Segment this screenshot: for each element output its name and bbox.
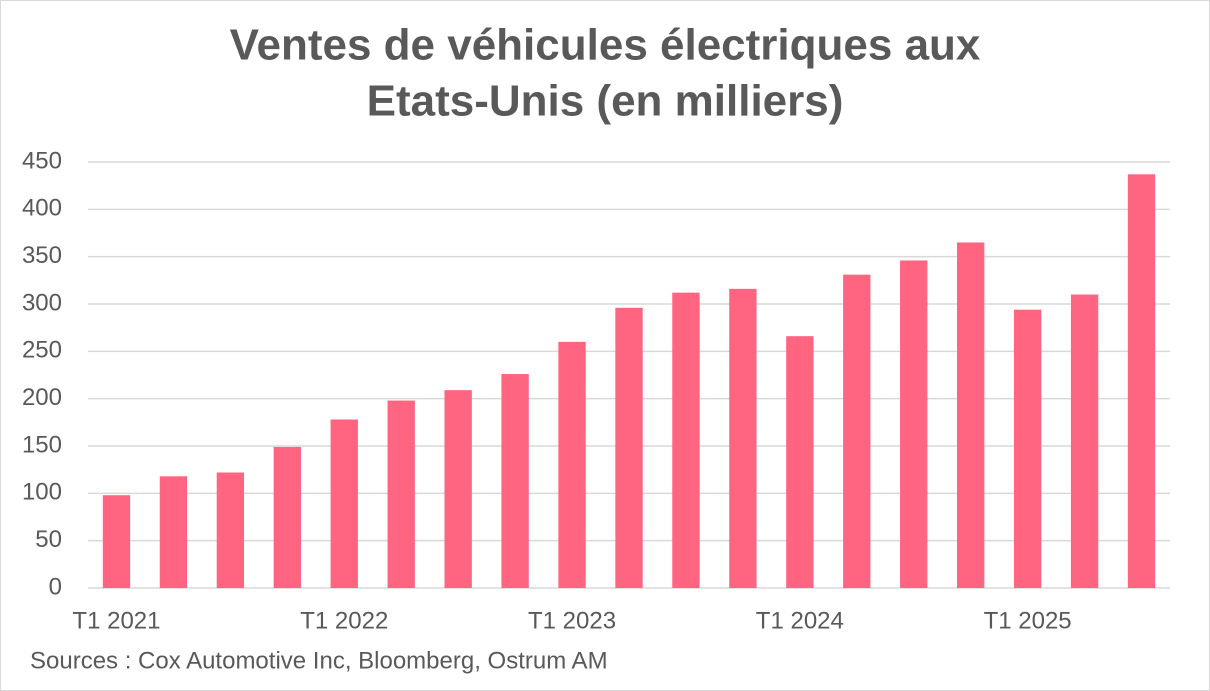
bar	[1127, 174, 1156, 588]
bar	[900, 260, 928, 588]
y-tick-label: 450	[22, 147, 62, 174]
y-tick-label: 50	[35, 526, 62, 553]
bar	[444, 390, 472, 588]
bar	[102, 495, 131, 588]
bar	[1013, 309, 1042, 588]
x-tick-label: T1 2024	[756, 607, 844, 634]
bar	[843, 274, 871, 588]
x-tick-label: T1 2021	[72, 607, 160, 634]
bar	[273, 446, 301, 588]
bar	[387, 400, 415, 588]
bar	[216, 472, 245, 588]
bar	[558, 341, 586, 588]
bar	[615, 307, 643, 588]
bar	[159, 476, 188, 588]
bar	[330, 419, 358, 588]
bar	[1070, 294, 1099, 588]
x-tick-label: T1 2023	[528, 607, 616, 634]
y-tick-label: 0	[49, 573, 62, 600]
bar	[672, 292, 700, 588]
y-tick-label: 400	[22, 195, 62, 222]
x-tick-label: T1 2025	[984, 607, 1072, 634]
bar	[729, 288, 757, 588]
chart-title: Ventes de véhicules électriques aux	[230, 21, 981, 70]
y-tick-label: 350	[22, 242, 62, 269]
y-tick-label: 250	[22, 337, 62, 364]
y-tick-label: 150	[22, 431, 62, 458]
y-tick-label: 100	[22, 479, 62, 506]
source-note: Sources : Cox Automotive Inc, Bloomberg,…	[30, 647, 608, 674]
chart-title: Etats-Unis (en milliers)	[367, 77, 844, 126]
y-tick-label: 200	[22, 384, 62, 411]
y-tick-label: 300	[22, 289, 62, 316]
bar	[786, 336, 814, 588]
bar	[501, 374, 529, 588]
bar	[957, 242, 985, 588]
x-tick-label: T1 2022	[300, 607, 388, 634]
